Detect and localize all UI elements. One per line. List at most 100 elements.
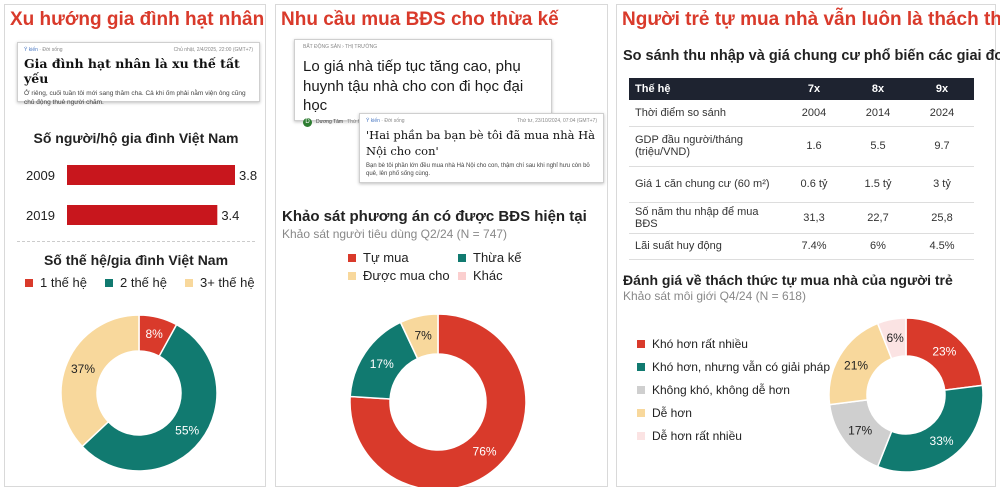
legend-item-3-the-he: 3+ thế hệ [185, 275, 255, 290]
table-cell: 6% [846, 233, 910, 260]
bar-2019 [67, 205, 218, 225]
slice-label: 6% [886, 331, 904, 345]
article-headline: Gia đình hạt nhân là xu thế tất yếu [24, 56, 240, 86]
legend-label: Dễ hơn [652, 406, 692, 420]
legend-swatch [348, 253, 356, 262]
bar-2009 [67, 165, 235, 185]
slice-label: 17% [848, 424, 872, 438]
slice-label: 23% [932, 344, 956, 358]
challenge-legend: Khó hơn rất nhiều Khó hơn, nhưng vẫn có g… [637, 337, 837, 443]
legend-swatch [637, 386, 645, 394]
legend-label: Tự mua [363, 250, 409, 265]
bar-category-label: 2019 [26, 208, 55, 223]
table-cell: 2024 [910, 100, 974, 127]
survey-title: Đánh giá về thách thức tự mua nhà của ng… [623, 272, 953, 288]
legend-label: Dễ hơn rất nhiều [652, 429, 742, 443]
panel-inheritance: Nhu cầu mua BĐS cho thừa kế BẤT ĐỘNG SẢN… [275, 4, 608, 487]
slice-2-the-he [81, 323, 218, 472]
challenge-donut-chart: 23% 33% 17% 21% 6% [828, 317, 984, 473]
table-cell: 1.6 [782, 126, 846, 167]
slice-3-the-he [60, 314, 140, 448]
article-author: Dương Tâm [316, 119, 344, 125]
table-cell: 3 tỷ [910, 166, 974, 203]
table-header-cell: 7x [782, 78, 846, 100]
article-tag: Ý kiến [24, 47, 38, 53]
slice-kho-hon-rat-nhieu [905, 317, 984, 391]
table-cell: 2004 [782, 100, 846, 127]
article-headline: Lo giá nhà tiếp tục tăng cao, phụ huynh … [303, 58, 524, 114]
survey-subtitle: Khảo sát người tiêu dùng Q2/24 (N = 747) [282, 227, 508, 241]
legend-label: Thừa kế [473, 250, 522, 265]
divider [17, 241, 255, 242]
legend-swatch [637, 432, 645, 440]
table-body: Thời điểm so sánh 2004 2014 2024 GDP đầu ngư… [629, 100, 974, 260]
bar-value-label: 3.8 [239, 168, 257, 183]
article-card-1[interactable]: BẤT ĐỘNG SẢN › THỊ TRƯỜNG Lo giá nhà tiế… [294, 39, 552, 127]
legend-label: Khó hơn, nhưng vẫn có giải pháp [652, 360, 831, 374]
legend-item-de-hon-rat-nhieu: Dễ hơn rất nhiều [637, 429, 837, 443]
table-header-row: Thế hệ 7x 8x 9x [629, 78, 974, 100]
legend-swatch [458, 253, 466, 262]
table-cell: 5.5 [846, 126, 910, 167]
donut-legend: 1 thế hệ 2 thế hệ 3+ thế hệ [25, 275, 265, 290]
table-cell: 7.4% [782, 233, 846, 260]
donut-chart-title: Số thế hệ/gia đình Việt Nam [43, 252, 229, 268]
legend-swatch [637, 409, 645, 417]
comparison-table: Thế hệ 7x 8x 9x Thời điểm so sánh 2004 2014 20… [629, 78, 974, 260]
slice-label: 21% [844, 358, 868, 372]
legend-item-de-hon: Dễ hơn [637, 406, 837, 420]
legend-swatch [637, 340, 645, 348]
legend-swatch [105, 278, 113, 287]
legend-swatch [637, 363, 645, 371]
legend-label: 3+ thế hệ [200, 275, 255, 290]
slice-tu-mua [349, 313, 527, 487]
slice-label: 76% [473, 445, 497, 459]
article-headline: 'Hai phần ba bạn bè tôi đã mua nhà Hà Nộ… [366, 128, 596, 159]
table-cell: GDP đầu người/tháng (triệu/VND) [629, 126, 782, 167]
table-cell: Lãi suất huy động [629, 233, 782, 260]
article-date: Chủ nhật, 2/4/2025, 22:00 (GMT+7) [173, 47, 253, 53]
legend-label: 2 thế hệ [120, 275, 167, 290]
slice-label: 8% [145, 327, 163, 341]
table-row: GDP đầu người/tháng (triệu/VND) 1.6 5.5 9.7 [629, 126, 974, 167]
table-header-cell: Thế hệ [629, 78, 782, 100]
table-cell: 9.7 [910, 126, 974, 167]
slice-label: 17% [370, 357, 394, 371]
bar-chart-title: Số người/hộ gia đình Việt Nam [33, 130, 239, 146]
legend-label: Khó hơn rất nhiều [652, 337, 748, 351]
slice-label: 55% [175, 423, 199, 437]
table-cell: 0.6 tỷ [782, 166, 846, 203]
legend-item-tu-mua: Tự mua [348, 250, 458, 265]
panel-title: Xu hướng gia đình hạt nhân [10, 9, 265, 30]
legend-label: Không khó, không dễ hơn [652, 383, 790, 397]
survey-subtitle: Khảo sát môi giới Q4/24 (N = 618) [623, 289, 806, 303]
legend-item-khong-kho-khong-de-hon: Không khó, không dễ hơn [637, 383, 837, 397]
table-cell: Giá 1 căn chung cư (60 m²) [629, 166, 782, 203]
table-cell: 1.5 tỷ [846, 166, 910, 203]
article-section: Đời sống [42, 47, 63, 53]
article-card-2[interactable]: Ý kiến · Đời sống Thứ tư, 23/10/2024, 07:… [359, 113, 604, 183]
table-cell: 31,3 [782, 202, 846, 234]
survey-title: Khảo sát phương án có được BĐS hiện tại [282, 208, 587, 225]
bar-value-label: 3.4 [221, 208, 239, 223]
legend-item-thua-ke: Thừa kế [458, 250, 548, 265]
acquisition-donut-chart: 76% 17% 7% [349, 313, 527, 487]
article-body: Ở riêng, cuối tuần tôi mới sang thăm cha… [24, 90, 246, 106]
bar-category-label: 2009 [26, 168, 55, 183]
panel-title: Người trẻ tự mua nhà vẫn luôn là thách t… [622, 9, 1000, 30]
legend-item-1-the-he: 1 thế hệ [25, 275, 87, 290]
table-row: Giá 1 căn chung cư (60 m²) 0.6 tỷ 1.5 tỷ 3 … [629, 166, 974, 203]
article-section: Đời sống [384, 118, 405, 124]
table-row: Lãi suất huy động 7.4% 6% 4.5% [629, 233, 974, 260]
table-header-cell: 9x [910, 78, 974, 100]
panel-young-buyers: Người trẻ tự mua nhà vẫn luôn là thách t… [616, 4, 1000, 487]
author-avatar: D [303, 117, 312, 127]
table-row: Thời điểm so sánh 2004 2014 2024 [629, 100, 974, 127]
article-card[interactable]: Ý kiến · Đời sống Chủ nhật, 2/4/2025, 22:… [17, 42, 260, 106]
table-cell: 4.5% [910, 233, 974, 260]
slice-label: 33% [930, 434, 954, 448]
panel-nuclear-family: Xu hướng gia đình hạt nhân Ý kiến · Đời … [4, 4, 266, 487]
table-cell: Số năm thu nhập để mua BĐS [629, 202, 782, 234]
household-size-bar-chart: 2009 3.8 2019 3.4 [26, 165, 257, 225]
legend-item-duoc-mua-cho: Được mua cho [348, 268, 458, 283]
